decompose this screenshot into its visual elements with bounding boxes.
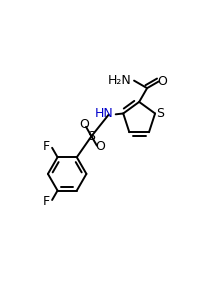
Text: F: F <box>43 140 50 153</box>
Text: F: F <box>43 195 50 208</box>
Text: S: S <box>156 107 164 120</box>
Text: O: O <box>95 141 105 154</box>
Text: HN: HN <box>95 107 114 120</box>
Text: O: O <box>157 75 167 88</box>
Text: O: O <box>79 118 89 131</box>
Text: S: S <box>87 130 95 143</box>
Text: H₂N: H₂N <box>107 74 131 87</box>
